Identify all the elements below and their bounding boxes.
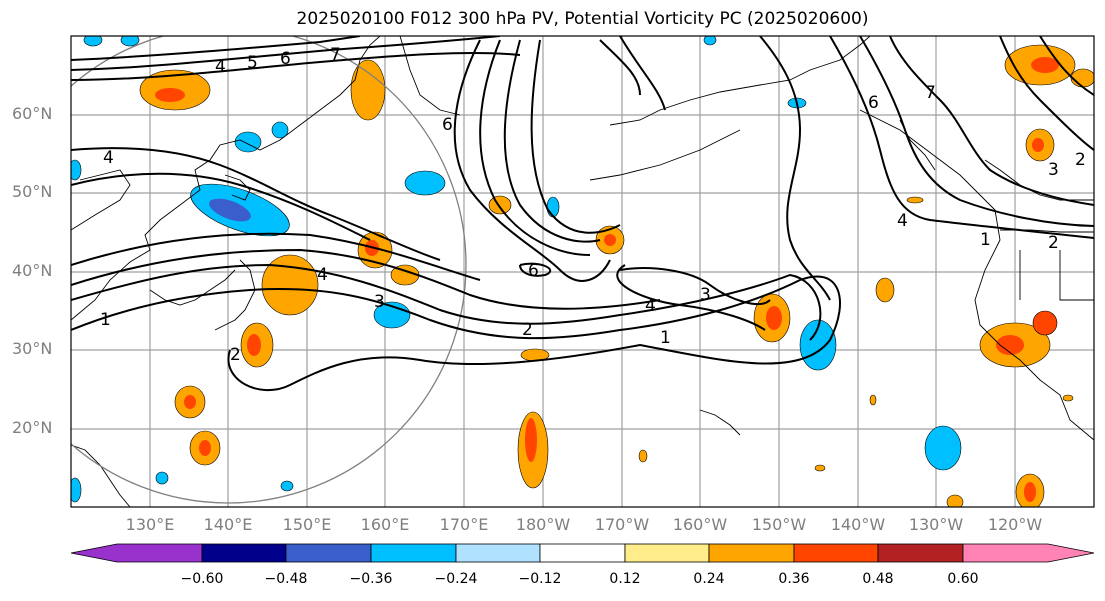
lon-label: 170°W [594, 515, 650, 534]
contour-label: 4 [645, 296, 656, 316]
contour-label: 3 [1048, 160, 1059, 180]
contour-label: 6 [528, 261, 539, 281]
contour-label: 7 [925, 83, 936, 103]
colorbar-tick: −0.24 [434, 571, 478, 587]
contour-label: 2 [230, 345, 241, 365]
colorbar-swatch [370, 543, 457, 563]
contour-label: 2 [1048, 233, 1059, 253]
colorbar-swatch [708, 543, 795, 563]
colorbar-tick: 0.36 [778, 571, 810, 587]
contour-label: 1 [980, 230, 991, 250]
pv-shading [71, 36, 1094, 507]
pv-contours [71, 36, 1094, 391]
lon-label: 160°W [672, 515, 728, 534]
lon-label: 130°E [125, 515, 175, 534]
lon-label: 150°W [751, 515, 807, 534]
contour-label: 4 [103, 148, 114, 168]
colorbar [70, 543, 1095, 563]
contour-label: 4 [897, 211, 908, 231]
colorbar-tick: −0.36 [349, 571, 393, 587]
colorbar-swatch [793, 543, 879, 563]
lat-label: 50°N [12, 182, 53, 201]
colorbar-tick: −0.60 [180, 571, 224, 587]
chart-title: 2025020100 F012 300 hPa PV, Potential Vo… [296, 9, 869, 29]
contour-label: 2 [1075, 150, 1086, 170]
colorbar-swatch [455, 543, 541, 563]
range-circle [71, 36, 467, 504]
graticule [71, 36, 1094, 507]
lon-label: 170°E [439, 515, 489, 534]
contour-label: 1 [100, 310, 111, 330]
contour-label: 7 [330, 45, 341, 65]
colorbar-swatch [539, 543, 626, 563]
lat-label: 40°N [12, 261, 53, 280]
colorbar-swatch [624, 543, 710, 563]
lat-label: 30°N [12, 339, 53, 358]
lon-label: 150°E [282, 515, 332, 534]
contour-label: 5 [247, 53, 258, 73]
lon-label: 160°E [360, 515, 410, 534]
colorbar-swatch [962, 543, 1095, 563]
colorbar-tick: 0.24 [693, 571, 725, 587]
coastlines [71, 36, 1094, 507]
contour-label: 3 [374, 292, 385, 312]
contour-label: 6 [280, 49, 291, 69]
colorbar-tick: 0.48 [862, 571, 894, 587]
colorbar-tick: −0.48 [264, 571, 308, 587]
colorbar-tick: −0.12 [518, 571, 562, 587]
lon-label: 180°W [515, 515, 571, 534]
contour-label: 3 [700, 285, 711, 305]
colorbar-swatch [877, 543, 964, 563]
contour-label: 4 [215, 57, 226, 77]
lon-label: 140°E [203, 515, 253, 534]
lon-label: 140°W [830, 515, 886, 534]
lat-label: 60°N [12, 104, 53, 123]
contour-label: 6 [868, 93, 879, 113]
colorbar-tick: 0.60 [947, 571, 979, 587]
contour-label: 1 [660, 328, 671, 348]
contour-label: 6 [442, 115, 453, 135]
lat-label: 20°N [12, 418, 53, 437]
contour-label: 2 [522, 320, 533, 340]
contour-labels: 1 1 1 2 2 2 2 3 3 3 4 4 4 4 4 5 6 6 6 6 … [100, 45, 1086, 365]
lon-label: 130°W [908, 515, 964, 534]
map-frame [70, 35, 1095, 508]
contour-label: 4 [317, 265, 328, 285]
colorbar-tick: 0.12 [609, 571, 641, 587]
lon-label: 120°W [987, 515, 1043, 534]
colorbar-swatch [201, 543, 287, 563]
colorbar-swatch [70, 543, 203, 563]
colorbar-swatch [285, 543, 372, 563]
